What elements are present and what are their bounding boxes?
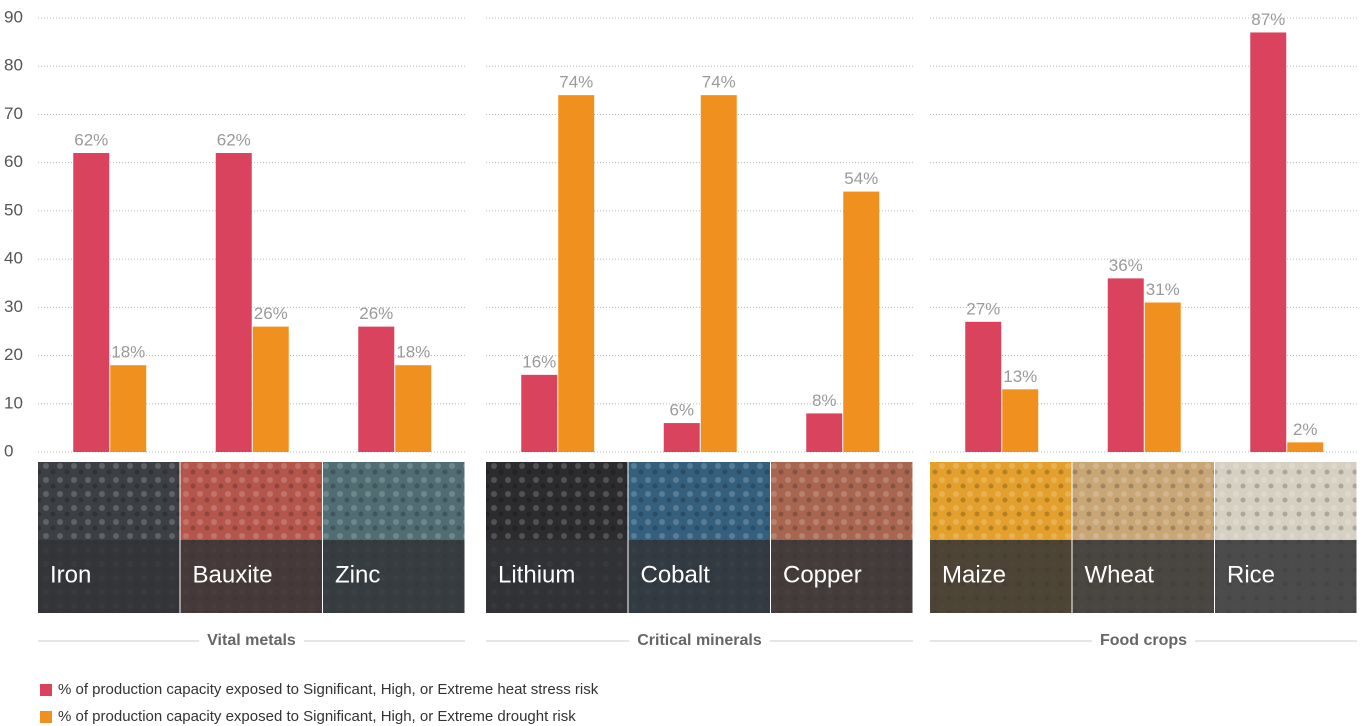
y-tick-label: 70 [4,104,23,123]
bar [73,153,110,452]
bar [558,95,595,453]
bar [358,326,395,452]
label-overlay [486,540,628,613]
label-overlay [1215,540,1357,613]
y-tick-label: 40 [4,249,23,268]
category-label: Copper [783,561,862,588]
label-overlay [323,540,465,613]
bar [1250,32,1287,452]
category-label: Iron [50,561,91,588]
label-overlay [180,540,322,613]
bar [843,191,880,452]
y-tick-label: 0 [4,441,13,460]
group-label: Critical minerals [637,632,762,649]
value-label: 26% [254,304,288,323]
y-tick-label: 30 [4,297,23,316]
label-overlay [38,540,180,613]
value-label: 74% [702,73,736,92]
value-label: 87% [1251,10,1285,29]
bar [521,374,558,452]
label-overlay [771,540,913,613]
category-label: Rice [1227,561,1275,588]
value-label: 36% [1109,256,1143,275]
group-label: Vital metals [207,632,296,649]
y-tick-label: 80 [4,56,23,75]
value-label: 16% [522,352,556,371]
legend-swatch [40,711,52,723]
group-label: Food crops [1100,632,1187,649]
bar [110,365,147,452]
value-label: 8% [812,391,837,410]
value-label: 62% [217,131,251,150]
bar [806,413,843,452]
value-label: 18% [111,343,145,362]
legend-label: % of production capacity exposed to Sign… [58,681,599,698]
value-label: 31% [1146,280,1180,299]
category-label: Zinc [335,561,380,588]
y-tick-label: 10 [4,393,23,412]
bar [1002,389,1039,452]
category-label: Maize [942,561,1006,588]
bar [1144,302,1181,452]
y-tick-label: 50 [4,200,23,219]
y-tick-label: 20 [4,345,23,364]
bar [1287,442,1324,452]
value-label: 13% [1003,367,1037,386]
value-label: 54% [844,169,878,188]
value-label: 27% [966,299,1000,318]
label-overlay [628,540,770,613]
value-label: 62% [74,131,108,150]
value-label: 18% [396,343,430,362]
legend-swatch [40,684,52,696]
legend-label: % of production capacity exposed to Sign… [58,708,576,725]
y-tick-label: 60 [4,152,23,171]
bar [663,423,700,452]
label-overlay [1072,540,1214,613]
label-overlay [930,540,1072,613]
y-tick-label: 90 [4,7,23,26]
category-label: Bauxite [193,561,273,588]
bar [395,365,432,452]
category-label: Cobalt [641,561,711,588]
value-label: 74% [559,73,593,92]
category-label: Lithium [498,561,575,588]
value-label: 6% [669,401,694,420]
value-label: 2% [1293,420,1318,439]
bar [215,153,252,452]
bar [1107,278,1144,452]
bar [700,95,737,453]
category-label: Wheat [1085,561,1155,588]
bar [252,326,289,452]
bar [965,321,1002,452]
value-label: 26% [359,304,393,323]
